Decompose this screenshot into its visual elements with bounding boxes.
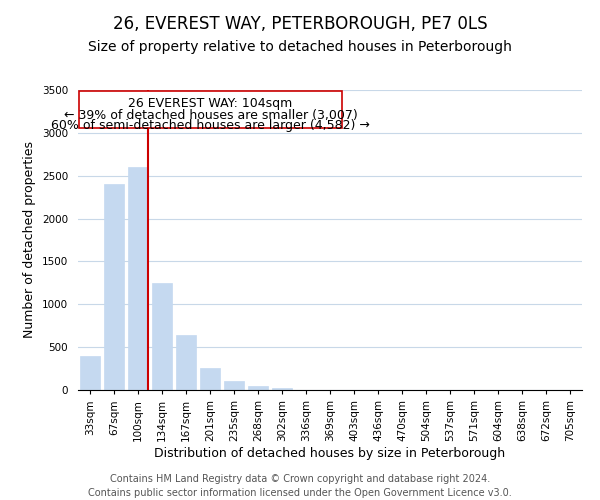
- Text: Contains HM Land Registry data © Crown copyright and database right 2024.
Contai: Contains HM Land Registry data © Crown c…: [88, 474, 512, 498]
- FancyBboxPatch shape: [79, 91, 342, 128]
- Bar: [80, 356, 100, 390]
- Y-axis label: Number of detached properties: Number of detached properties: [23, 142, 37, 338]
- Bar: [272, 388, 292, 390]
- Bar: [224, 382, 244, 390]
- Bar: [248, 386, 268, 390]
- Text: ← 39% of detached houses are smaller (3,007): ← 39% of detached houses are smaller (3,…: [64, 108, 358, 122]
- Bar: [176, 335, 196, 390]
- Bar: [104, 184, 124, 390]
- Bar: [128, 167, 148, 390]
- X-axis label: Distribution of detached houses by size in Peterborough: Distribution of detached houses by size …: [154, 446, 506, 460]
- Text: 60% of semi-detached houses are larger (4,582) →: 60% of semi-detached houses are larger (…: [51, 119, 370, 132]
- Text: 26, EVEREST WAY, PETERBOROUGH, PE7 0LS: 26, EVEREST WAY, PETERBOROUGH, PE7 0LS: [113, 15, 487, 33]
- Text: 26 EVEREST WAY: 104sqm: 26 EVEREST WAY: 104sqm: [128, 97, 293, 110]
- Text: Size of property relative to detached houses in Peterborough: Size of property relative to detached ho…: [88, 40, 512, 54]
- Bar: [152, 283, 172, 390]
- Bar: [200, 368, 220, 390]
